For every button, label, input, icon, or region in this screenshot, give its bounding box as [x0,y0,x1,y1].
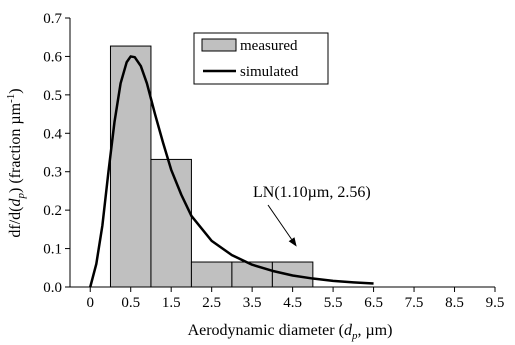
x-tick-label-3: 2.5 [202,295,221,311]
tick-labels: 0.0 0.1 0.2 0.3 0.4 0.5 0.6 0.7 0 0.5 1.5 2.5 3.5 4.5… [43,11,504,311]
x-tick-label-1: 0.5 [121,295,140,311]
y-axis-label: df/d(dp) (fraction µm-1) [5,88,27,237]
annotation-text: LN(1.10µm, 2.56) [253,184,371,201]
x-tick-label-4: 3.5 [243,295,262,311]
x-tick-label-7: 6.5 [364,295,383,311]
x-tick-label-2: 1.5 [162,295,181,311]
x-tick-label-8: 7.5 [405,295,424,311]
legend: measured simulated [193,32,329,85]
y-tick-label-1: 0.1 [43,242,62,258]
y-tick-label-2: 0.2 [43,203,62,219]
x-tick-label-5: 4.5 [283,295,302,311]
simulated-curve [89,55,374,288]
annotation-arrow-line [267,204,292,240]
bar-2 [190,261,233,288]
x-tick-label-0: 0 [86,295,94,311]
x-axis-label: Aerodynamic diameter (dp, µm) [188,322,393,342]
histogram-bars [109,45,314,288]
simulated-line [89,55,374,288]
axes [69,18,495,288]
y-tick-label-4: 0.4 [43,126,62,142]
bar-0 [109,45,152,288]
annotation-arrowhead [288,237,297,247]
x-tick-label-10: 9.5 [486,295,505,311]
x-tick-label-6: 5.5 [324,295,343,311]
legend-measured-label: measured [240,38,298,54]
lognormal-annotation: LN(1.10µm, 2.56) [253,184,371,247]
y-tick-label-0: 0.0 [43,280,62,296]
legend-measured-swatch [201,38,237,52]
legend-simulated-label: simulated [240,64,299,80]
y-tick-label-6: 0.6 [43,49,62,65]
y-tick-label-7: 0.7 [43,11,62,27]
x-tick-label-9: 8.5 [445,295,464,311]
y-tick-label-5: 0.5 [43,88,62,104]
bar-1 [150,158,192,288]
y-tick-label-3: 0.3 [43,165,62,181]
